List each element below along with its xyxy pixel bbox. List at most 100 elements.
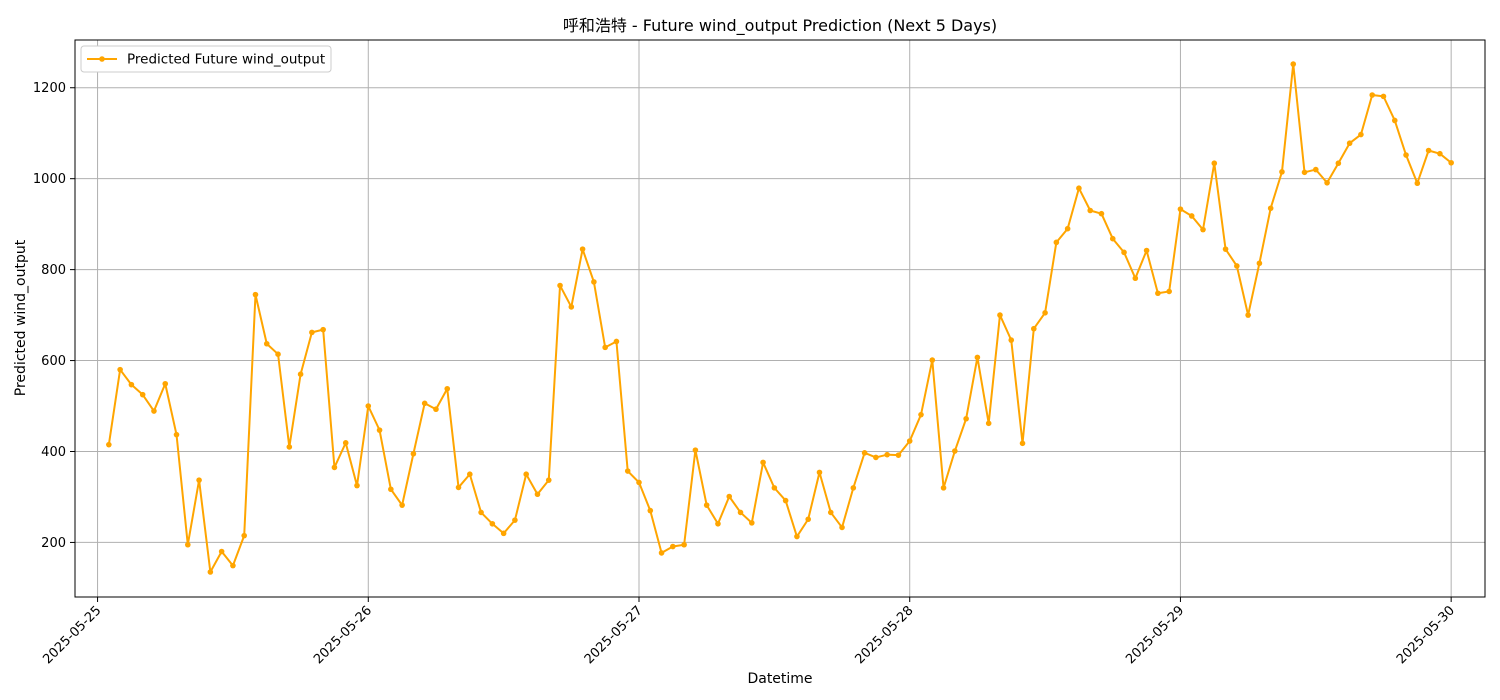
y-tick-label: 600	[41, 354, 66, 369]
y-tick-label: 200	[41, 536, 66, 551]
data-point	[388, 486, 394, 493]
data-point	[241, 532, 247, 539]
data-point	[557, 282, 563, 289]
data-point	[421, 400, 428, 407]
data-point	[151, 408, 157, 414]
data-point	[827, 509, 834, 516]
data-point	[1200, 226, 1206, 233]
data-point	[1155, 290, 1161, 297]
data-point	[1222, 246, 1229, 252]
data-point	[139, 391, 146, 398]
data-point	[444, 385, 451, 392]
data-point	[1301, 169, 1308, 176]
data-point	[162, 380, 169, 387]
data-point	[410, 450, 417, 457]
data-point	[354, 482, 360, 489]
data-point	[286, 444, 293, 450]
data-point	[771, 485, 778, 491]
data-point	[985, 420, 992, 427]
data-point	[489, 520, 496, 527]
data-point	[1313, 166, 1319, 173]
data-point	[1346, 140, 1353, 147]
data-point	[861, 450, 868, 456]
data-point	[1177, 206, 1184, 212]
y-tick-label: 1000	[33, 172, 66, 187]
data-point	[1403, 152, 1409, 158]
data-point	[1143, 247, 1150, 254]
data-point	[263, 340, 270, 347]
y-tick-label: 400	[41, 445, 66, 460]
data-point	[128, 381, 135, 388]
data-point	[1132, 275, 1139, 282]
series-line	[107, 63, 1452, 573]
data-point	[534, 491, 541, 498]
data-point	[1256, 260, 1263, 267]
y-axis-label: Predicted wind_output	[13, 239, 29, 396]
data-point	[467, 471, 473, 478]
data-point	[433, 406, 439, 413]
data-point	[805, 516, 811, 523]
data-point	[850, 485, 857, 491]
data-point	[1019, 440, 1026, 447]
data-point	[782, 497, 789, 504]
data-point	[1279, 169, 1285, 175]
data-point	[1098, 210, 1105, 217]
data-point	[1448, 159, 1454, 166]
data-point	[794, 533, 800, 540]
data-point	[568, 304, 575, 310]
chart-title: 呼和浩特 - Future wind_output Prediction (Ne…	[563, 16, 997, 36]
data-point	[647, 507, 654, 514]
data-point	[952, 448, 958, 454]
legend-label: Predicted Future wind_output	[127, 52, 325, 68]
data-point	[1234, 263, 1240, 269]
data-point	[1064, 225, 1071, 232]
data-point	[839, 524, 845, 531]
data-point	[613, 338, 620, 345]
data-point	[275, 351, 281, 357]
data-point	[478, 509, 484, 516]
data-point	[297, 371, 304, 378]
data-point	[365, 403, 372, 409]
data-point	[1008, 337, 1015, 343]
data-point	[1166, 288, 1172, 295]
data-point	[1290, 61, 1297, 67]
data-point	[218, 548, 225, 555]
series-layer	[106, 61, 1454, 575]
data-point	[455, 484, 462, 491]
data-point	[703, 502, 710, 508]
data-point	[1087, 207, 1093, 214]
data-point	[873, 454, 879, 461]
data-point	[918, 411, 924, 418]
data-point	[1414, 180, 1421, 187]
data-point	[1437, 150, 1443, 157]
data-point	[760, 459, 766, 466]
data-point	[816, 469, 823, 476]
y-tick-label: 800	[41, 263, 66, 278]
data-point	[545, 477, 552, 483]
data-point	[602, 344, 608, 351]
data-point	[309, 329, 315, 336]
data-point	[1076, 185, 1082, 192]
data-point	[692, 447, 699, 453]
data-point	[636, 479, 642, 486]
legend: Predicted Future wind_output	[80, 45, 332, 73]
data-point	[726, 493, 733, 500]
data-point	[715, 520, 721, 527]
data-point	[376, 427, 383, 433]
legend-marker-swatch	[99, 56, 105, 62]
data-point	[117, 366, 123, 373]
data-point	[230, 562, 236, 569]
data-point	[591, 279, 597, 285]
data-point	[1369, 92, 1375, 98]
data-point	[185, 541, 191, 548]
data-point	[1188, 213, 1195, 219]
data-point	[523, 471, 529, 478]
grid	[75, 40, 1485, 597]
data-point	[1042, 310, 1048, 316]
legend-box	[80, 45, 332, 73]
data-point	[399, 502, 405, 508]
data-point	[106, 441, 112, 448]
data-point	[579, 246, 586, 252]
data-point	[1245, 312, 1251, 318]
